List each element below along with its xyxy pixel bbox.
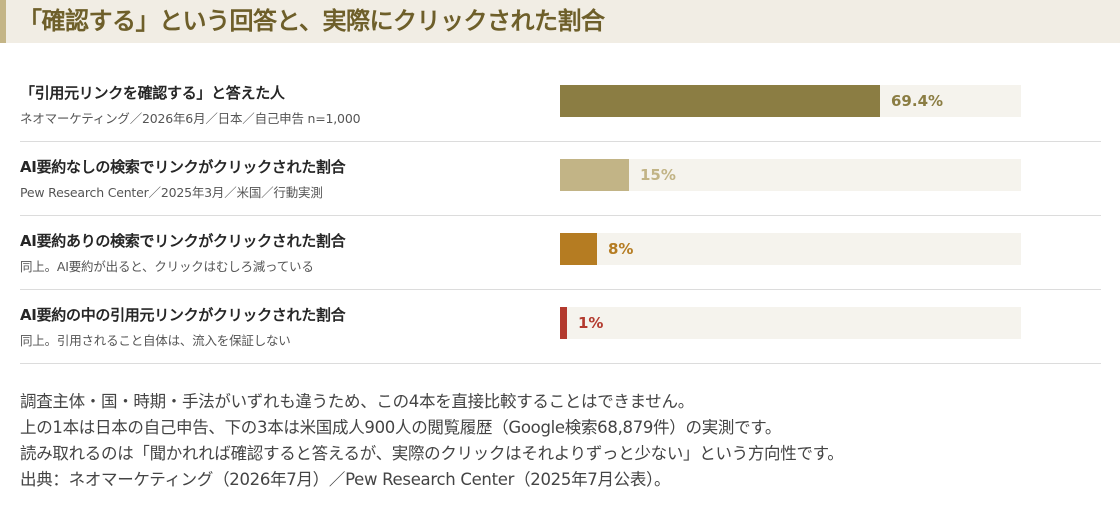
row-source: 同上。AI要約が出ると、クリックはむしろ減っている	[20, 259, 314, 274]
note-line: 読み取れるのは「聞かれれば確認すると答えるが、実際のクリックはそれよりずっと少な…	[20, 444, 844, 463]
note-line: 調査主体・国・時期・手法がいずれも違うため、この4本を直接比較することはできませ…	[20, 392, 694, 411]
row-title: AI要約の中の引用元リンクがクリックされた割合	[20, 306, 346, 324]
row-title: AI要約ありの検索でリンクがクリックされた割合	[20, 232, 346, 250]
bar	[560, 159, 629, 191]
bar-value-label: 8%	[608, 240, 634, 258]
bar-track: 8%	[560, 233, 1021, 265]
row-source: ネオマーケティング／2026年6月／日本／自己申告 n=1,000	[20, 111, 361, 126]
notes: 調査主体・国・時期・手法がいずれも違うため、この4本を直接比較することはできませ…	[20, 389, 1100, 493]
bar-track: 69.4%	[560, 85, 1021, 117]
bar-track: 1%	[560, 307, 1021, 339]
bar-row: AI要約なしの検索でリンクがクリックされた割合 Pew Research Cent…	[20, 142, 1101, 216]
bar-value-label: 15%	[640, 166, 676, 184]
bar-row: AI要約の中の引用元リンクがクリックされた割合 同上。引用されること自体は、流入を…	[20, 290, 1101, 364]
row-source: Pew Research Center／2025年3月／米国／行動実測	[20, 185, 323, 200]
bar-value-label: 69.4%	[891, 92, 944, 110]
note-line: 出典：ネオマーケティング（2026年7月）／Pew Research Cente…	[20, 470, 671, 489]
row-title: AI要約なしの検索でリンクがクリックされた割合	[20, 158, 346, 176]
header-bar: 「確認する」という回答と、実際にクリックされた割合	[0, 0, 1120, 43]
bar-rows: 「引用元リンクを確認する」と答えた人ネオマーケティング／2026年6月／日本／自…	[20, 68, 1101, 364]
row-title: 「引用元リンクを確認する」と答えた人	[20, 84, 285, 102]
bar-track: 15%	[560, 159, 1021, 191]
header-accent-stripe	[0, 0, 6, 43]
note-line: 上の1本は日本の自己申告、下の3本は米国成人900人の閲覧履歴（Google検索…	[20, 418, 782, 437]
bar	[560, 85, 880, 117]
bar	[560, 233, 597, 265]
bar-row: 「引用元リンクを確認する」と答えた人ネオマーケティング／2026年6月／日本／自…	[20, 68, 1101, 142]
chart-title: 「確認する」という回答と、実際にクリックされた割合	[18, 7, 605, 35]
bar	[560, 307, 567, 339]
row-source: 同上。引用されること自体は、流入を保証しない	[20, 333, 291, 348]
bar-row: AI要約ありの検索でリンクがクリックされた割合 同上。AI要約が出ると、クリックは…	[20, 216, 1101, 290]
bar-value-label: 1%	[578, 314, 604, 332]
